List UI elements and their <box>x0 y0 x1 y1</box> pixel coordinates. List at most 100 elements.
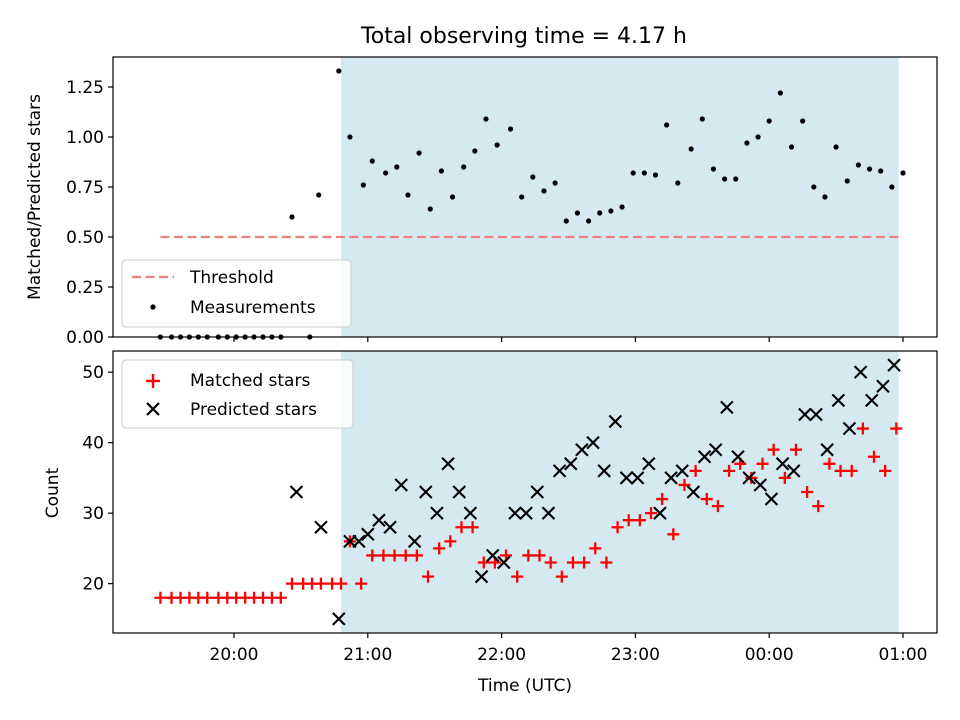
measurement-point <box>800 118 806 124</box>
measurement-point <box>641 170 647 176</box>
bottom-x-ticks: 20:00 21:00 22:00 23:00 00:00 01:00 <box>210 633 928 665</box>
predicted-star-marker <box>831 393 846 408</box>
bottom-x-tick-label: 20:00 <box>210 645 259 665</box>
top-y-tick-label: 0.25 <box>66 278 104 298</box>
bottom-y-tick-label: 50 <box>82 363 104 383</box>
matched-star-marker <box>388 549 401 562</box>
legend-threshold-label: Threshold <box>189 268 274 288</box>
predicted-star-marker <box>463 506 478 520</box>
measurement-point <box>507 126 514 132</box>
predicted-star-marker <box>575 442 589 457</box>
predicted-star-marker <box>853 365 868 379</box>
measurement-point <box>369 158 375 164</box>
top-y-tick-label: 0.75 <box>66 178 104 198</box>
measurement-point <box>878 168 884 174</box>
matched-star-marker <box>410 549 423 562</box>
matched-star-marker <box>801 486 814 498</box>
measurement-point <box>597 210 603 216</box>
predicted-star-marker <box>586 435 600 450</box>
legend-matched-label: Matched stars <box>190 371 310 391</box>
matched-star-marker <box>789 443 802 456</box>
predicted-star-marker <box>775 457 790 471</box>
measurement-point <box>483 116 489 122</box>
matched-star-marker <box>566 556 579 569</box>
top-legend: Threshold Measurements <box>121 259 352 328</box>
top-x-ticks <box>233 337 904 342</box>
top-y-ticks: 0.00 0.25 0.50 0.75 1.00 1.25 <box>66 78 113 348</box>
bottom-y-tick-label: 40 <box>82 434 104 454</box>
measurement-point <box>652 172 659 178</box>
predicted-star-marker <box>865 393 879 408</box>
top-panel: 0.00 0.25 0.50 0.75 1.00 1.25 Matched/Predict… <box>25 56 938 348</box>
top-y-tick-label: 1.00 <box>66 128 104 148</box>
measurement-point <box>710 166 717 172</box>
measurement-point <box>722 176 728 182</box>
measurement-point <box>866 166 873 172</box>
measurement-point <box>744 140 750 146</box>
predicted-star-marker <box>289 485 304 499</box>
matched-star-marker <box>377 549 390 562</box>
measurement-point <box>494 142 500 148</box>
matched-star-marker <box>555 570 568 583</box>
predicted-star-marker <box>332 612 346 626</box>
matched-star-marker <box>622 514 635 527</box>
measurement-point <box>675 180 681 186</box>
measurement-point <box>472 148 478 154</box>
matched-star-marker <box>511 570 524 583</box>
predicted-star-marker <box>552 464 567 478</box>
bottom-legend-box <box>121 359 354 429</box>
predicted-star-marker <box>686 485 701 499</box>
predicted-star-marker <box>642 457 656 471</box>
predicted-star-marker <box>441 457 455 471</box>
measurement-point <box>574 210 581 216</box>
predicted-star-marker <box>731 450 745 464</box>
predicted-star-marker <box>708 442 723 457</box>
matched-star-marker <box>868 450 881 463</box>
bottom-x-tick-label: 22:00 <box>477 645 526 665</box>
top-y-tick-label: 0.50 <box>66 228 104 248</box>
predicted-star-marker <box>764 492 779 506</box>
matched-star-marker <box>366 549 379 562</box>
measurement-point <box>608 208 614 214</box>
measurement-point <box>788 144 795 150</box>
matched-star-marker <box>778 471 791 484</box>
measurement-point <box>336 68 342 74</box>
predicted-star-marker <box>742 471 756 485</box>
matched-star-marker <box>433 542 446 555</box>
measurement-point <box>777 90 783 96</box>
matched-star-marker <box>154 591 167 604</box>
bottom-y-axis-label: Count <box>43 467 63 518</box>
bottom-axes-frame <box>112 350 938 634</box>
predicted-star-marker <box>597 464 611 478</box>
matched-star-marker <box>667 528 680 541</box>
matched-star-marker <box>477 556 490 569</box>
predicted-star-marker <box>452 485 466 499</box>
matched-star-marker <box>689 464 702 477</box>
legend-measurements-label: Measurements <box>190 298 316 318</box>
chart-title: Total observing time = 4.17 h <box>360 24 687 49</box>
x-axis-label: Time (UTC) <box>477 676 572 696</box>
predicted-star-marker <box>419 485 433 499</box>
measurement-point <box>563 218 569 224</box>
predicted-star-marker <box>394 478 408 492</box>
predicted-star-marker <box>697 450 712 464</box>
measurement-point <box>289 214 295 220</box>
bottom-y-ticks: 20 30 40 50 <box>82 363 113 595</box>
legend-predicted-label: Predicted stars <box>190 400 317 420</box>
measurement-point <box>766 118 772 124</box>
measurement-point <box>619 204 625 210</box>
matched-star-marker <box>444 535 457 548</box>
matched-star-marker <box>466 521 479 534</box>
top-y-tick-label: 1.25 <box>66 78 104 98</box>
measurement-point <box>630 170 636 176</box>
measurement-point <box>755 134 761 140</box>
matched-star-marker <box>600 556 613 569</box>
predicted-star-marker <box>352 534 366 549</box>
predicted-star-marker <box>372 513 386 527</box>
measurement-point <box>519 194 525 200</box>
measurement-point <box>383 170 389 176</box>
matched-star-marker <box>711 500 724 513</box>
measurement-point <box>688 146 694 152</box>
predicted-star-marker <box>887 358 901 372</box>
predicted-star-marker <box>430 506 444 520</box>
